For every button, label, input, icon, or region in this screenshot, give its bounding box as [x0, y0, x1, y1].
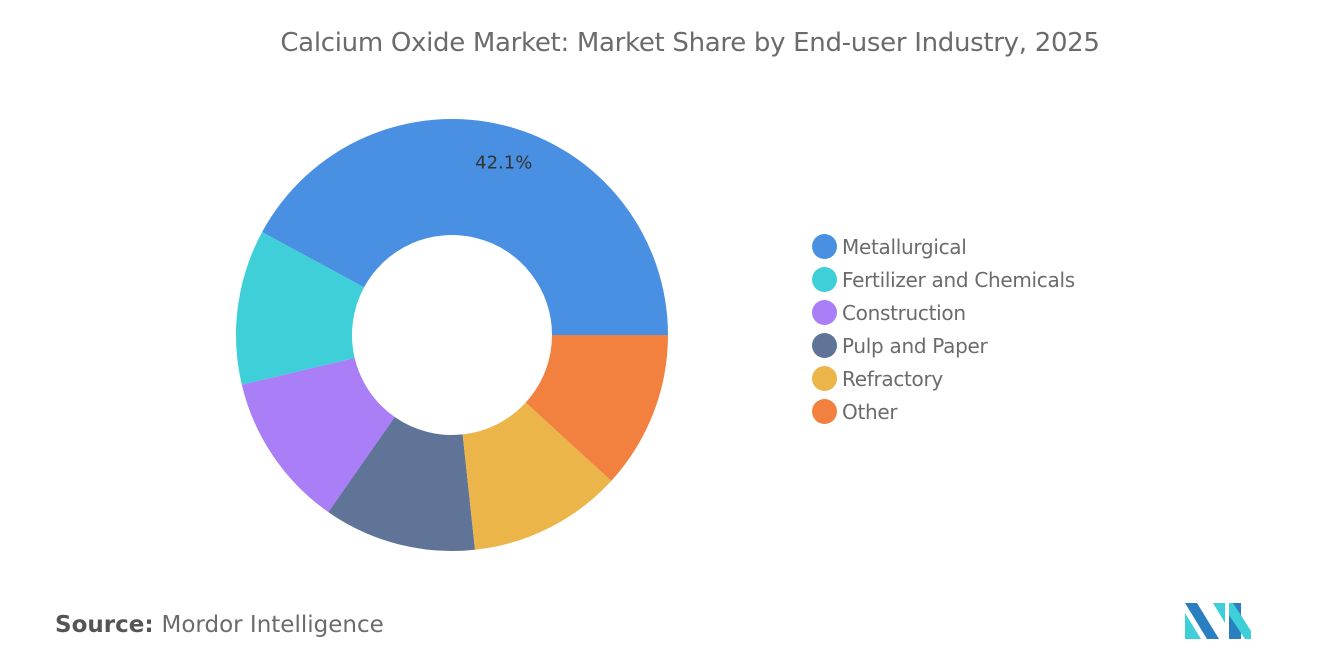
legend-swatch [812, 399, 837, 424]
legend-label: Refractory [842, 366, 943, 391]
source-note: Source: Mordor Intelligence [55, 612, 384, 638]
slice-fertilizer-and-chemicals[interactable] [236, 232, 365, 385]
data-label: 42.1% [475, 152, 532, 173]
slice-pulp-and-paper[interactable] [328, 416, 476, 552]
legend-item[interactable]: Construction [812, 296, 1075, 329]
legend-item[interactable]: Metallurgical [812, 230, 1075, 263]
legend-label: Metallurgical [842, 234, 967, 259]
legend-label: Other [842, 399, 898, 424]
mordor-intelligence-logo [1185, 603, 1251, 639]
legend-swatch [812, 267, 837, 292]
legend-label: Construction [842, 300, 966, 325]
legend-swatch [812, 234, 837, 259]
legend-item[interactable]: Pulp and Paper [812, 329, 1075, 362]
legend-item[interactable]: Other [812, 395, 1075, 428]
legend: Metallurgical Fertilizer and Chemicals Con… [812, 230, 1075, 428]
slice-construction[interactable] [241, 358, 395, 513]
source-value: Mordor Intelligence [161, 612, 384, 638]
legend-label: Pulp and Paper [842, 333, 988, 358]
slice-refractory[interactable] [462, 402, 612, 550]
slice-metallurgical[interactable] [262, 119, 668, 336]
legend-swatch [812, 366, 837, 391]
legend-swatch [812, 300, 837, 325]
chart-title: Calcium Oxide Market: Market Share by En… [280, 28, 1100, 58]
legend-item[interactable]: Fertilizer and Chemicals [812, 263, 1075, 296]
legend-swatch [812, 333, 837, 358]
slice-other[interactable] [525, 335, 668, 481]
legend-item[interactable]: Refractory [812, 362, 1075, 395]
legend-label: Fertilizer and Chemicals [842, 267, 1075, 292]
source-label: Source: [55, 612, 154, 638]
